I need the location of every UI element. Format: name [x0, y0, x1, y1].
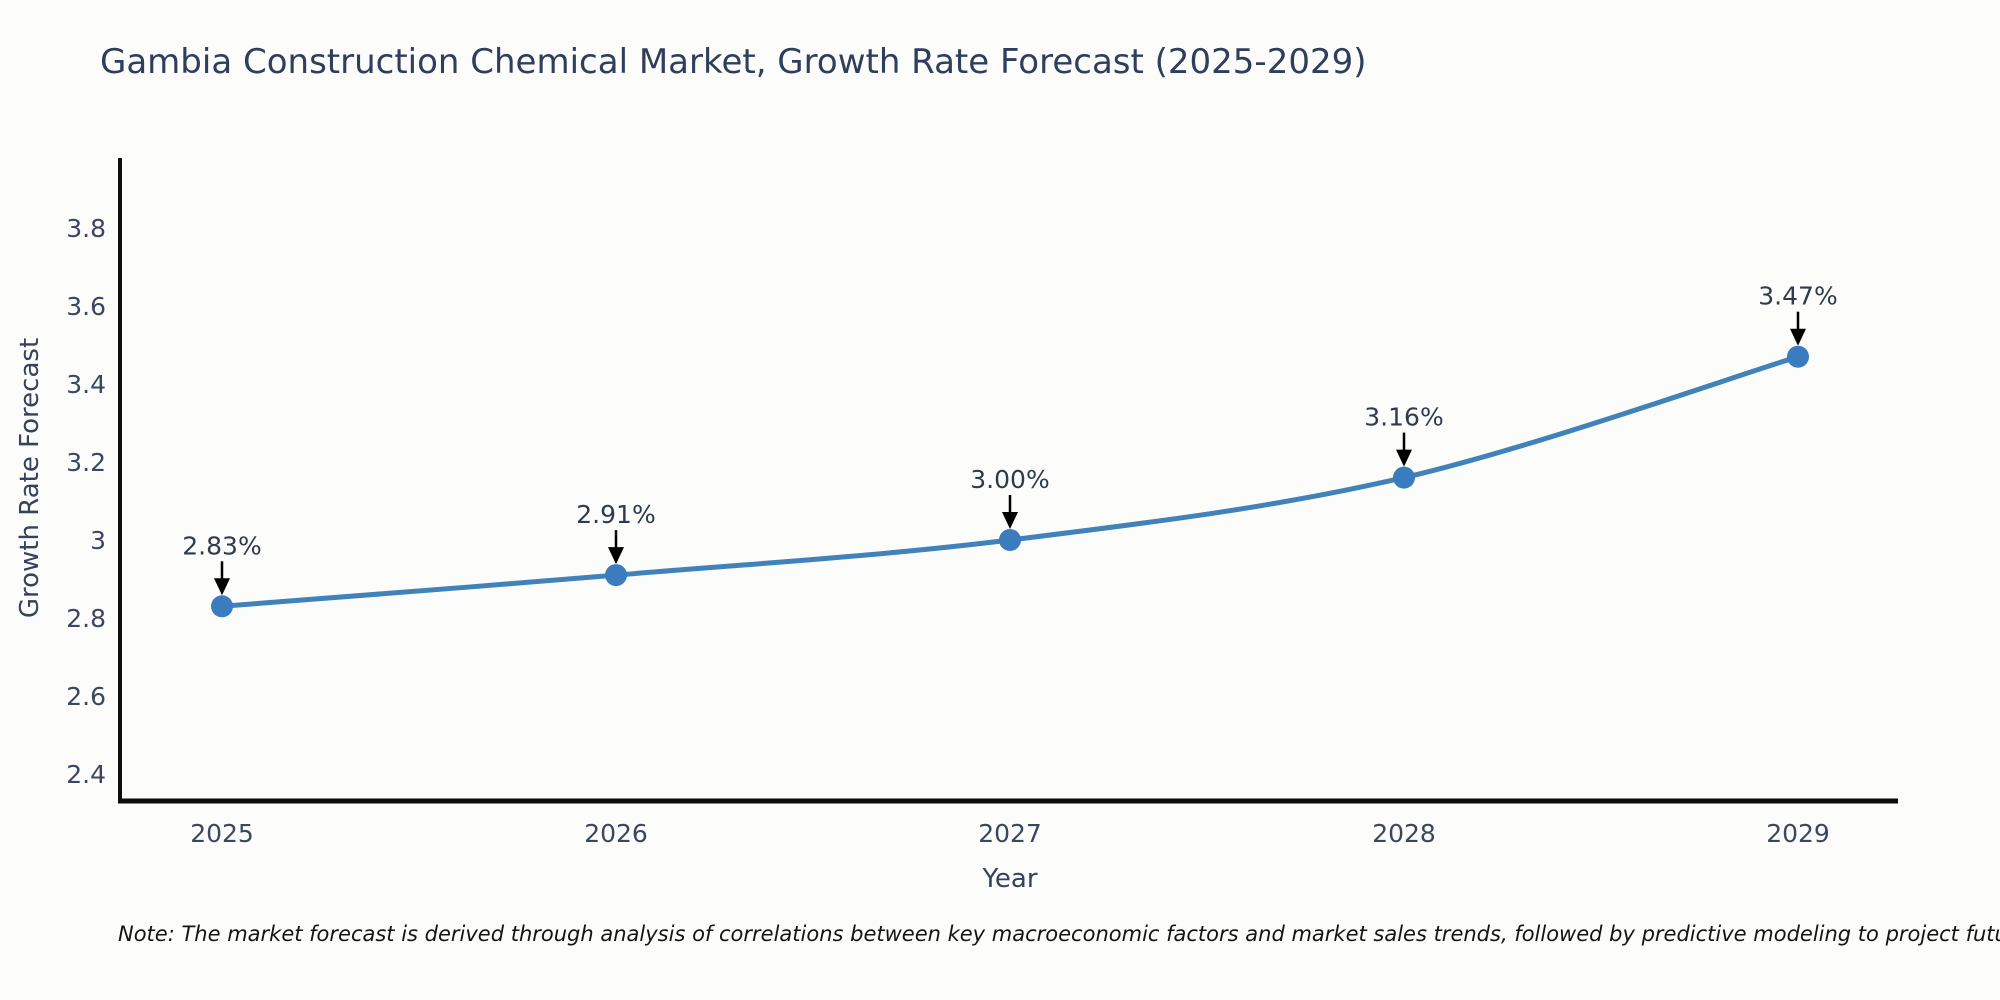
annotation-label: 3.47% — [1758, 282, 1837, 311]
x-axis-title: Year — [982, 864, 1038, 894]
x-tick-label: 2026 — [584, 819, 648, 848]
y-tick-label: 2.8 — [66, 604, 106, 633]
data-point-marker[interactable] — [605, 564, 627, 587]
annotation-label: 2.91% — [576, 500, 655, 529]
y-tick-label: 2.4 — [66, 760, 106, 789]
annotation-arrowhead — [608, 547, 624, 565]
annotation-arrowhead — [1396, 449, 1412, 467]
y-tick-label: 3.8 — [66, 214, 106, 243]
annotation-arrowhead — [1002, 512, 1018, 529]
data-point-marker[interactable] — [1787, 345, 1809, 368]
x-tick-label: 2025 — [190, 819, 254, 848]
annotation-label: 3.00% — [970, 465, 1049, 494]
x-tick-label: 2028 — [1372, 819, 1436, 848]
note-text: Note: The market forecast is derived thr… — [118, 922, 2000, 946]
data-point-marker[interactable] — [999, 529, 1021, 551]
data-point-marker[interactable] — [211, 595, 233, 618]
y-tick-label: 3.4 — [66, 370, 106, 399]
x-tick-label: 2027 — [978, 819, 1042, 848]
annotation-arrowhead — [1790, 328, 1806, 346]
x-tick-label: 2029 — [1766, 819, 1830, 848]
y-tick-label: 2.6 — [66, 682, 106, 711]
annotation-label: 3.16% — [1364, 403, 1443, 432]
y-tick-label: 3.6 — [66, 292, 106, 321]
chart-title: Gambia Construction Chemical Market, Gro… — [100, 42, 1367, 82]
y-tick-label: 3.2 — [66, 448, 106, 477]
y-tick-label: 3 — [90, 526, 106, 555]
annotation-label: 2.83% — [182, 531, 261, 560]
annotation-arrowhead — [214, 578, 230, 596]
data-point-marker[interactable] — [1393, 466, 1415, 489]
